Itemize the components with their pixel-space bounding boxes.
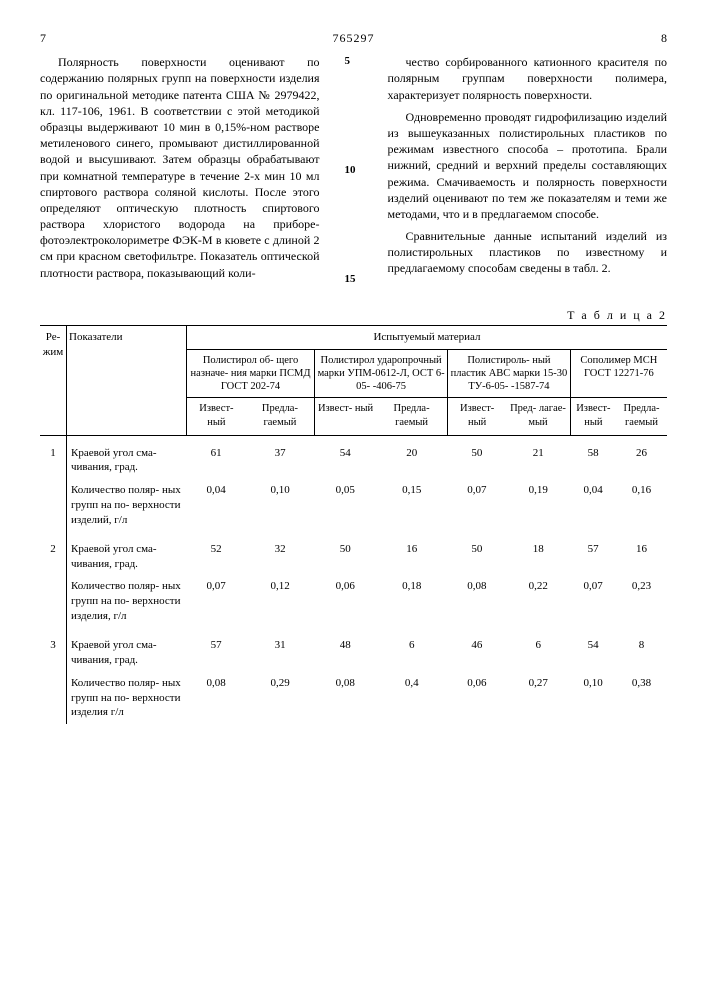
- cell-value: 0,15: [376, 479, 448, 532]
- cell-value: 31: [246, 628, 315, 672]
- cell-value: 0,27: [506, 672, 570, 725]
- table-row: Количество поляр- ных групп на по- верхн…: [40, 575, 667, 628]
- table-row: 3Краевой угол сма- чивания, град.5731486…: [40, 628, 667, 672]
- table-caption: Т а б л и ц а 2: [40, 307, 667, 323]
- body-columns: Полярность поверхности оценивают по соде…: [40, 54, 667, 287]
- table-row: Количество поляр- ных групп на по- верхн…: [40, 672, 667, 725]
- left-column: Полярность поверхности оценивают по соде…: [40, 54, 320, 287]
- sub-4: Предла- гаемый: [376, 398, 448, 435]
- table-row: 2Краевой угол сма- чивания, град.5232501…: [40, 532, 667, 576]
- cell-value: 50: [448, 532, 507, 576]
- cell-rezhim: 1: [40, 435, 67, 479]
- cell-value: 0,18: [376, 575, 448, 628]
- cell-indicator: Количество поляр- ных групп на по- верхн…: [67, 672, 187, 725]
- cell-value: 0,4: [376, 672, 448, 725]
- cell-value: 0,07: [187, 575, 246, 628]
- cell-value: 21: [506, 435, 570, 479]
- page-header: 7 765297 8: [40, 30, 667, 46]
- cell-value: 0,29: [246, 672, 315, 725]
- header-material-group: Испытуемый материал: [187, 326, 668, 350]
- cell-value: 0,19: [506, 479, 570, 532]
- table-row: Количество поляр- ных групп на по- верхн…: [40, 479, 667, 532]
- cell-value: 0,22: [506, 575, 570, 628]
- cell-value: 58: [570, 435, 616, 479]
- line-marker-15: 15: [345, 272, 363, 287]
- cell-value: 6: [376, 628, 448, 672]
- cell-value: 0,07: [448, 479, 507, 532]
- document-number: 765297: [80, 30, 627, 46]
- cell-value: 0,12: [246, 575, 315, 628]
- header-rezhim: Ре- жим: [40, 326, 67, 436]
- sub-2: Предла- гаемый: [246, 398, 315, 435]
- page-number-right: 8: [627, 30, 667, 46]
- sub-3: Извест- ный: [315, 398, 376, 435]
- cell-value: 16: [616, 532, 667, 576]
- cell-value: 0,05: [315, 479, 376, 532]
- page-number-left: 7: [40, 30, 80, 46]
- sub-8: Предла- гаемый: [616, 398, 667, 435]
- cell-value: 0,04: [187, 479, 246, 532]
- cell-value: 52: [187, 532, 246, 576]
- cell-value: 50: [315, 532, 376, 576]
- table-row: 1Краевой угол сма- чивания, град.6137542…: [40, 435, 667, 479]
- cell-value: 50: [448, 435, 507, 479]
- cell-value: 6: [506, 628, 570, 672]
- cell-value: 0,08: [315, 672, 376, 725]
- sub-1: Извест- ный: [187, 398, 246, 435]
- cell-value: 16: [376, 532, 448, 576]
- material-1: Полистирол об- щего назначе- ния марки П…: [187, 349, 315, 397]
- cell-value: 46: [448, 628, 507, 672]
- line-number-gutter: 5 10 15: [345, 54, 363, 287]
- cell-value: 26: [616, 435, 667, 479]
- cell-value: 37: [246, 435, 315, 479]
- material-4: Сополимер МСН ГОСТ 12271-76: [570, 349, 667, 397]
- right-paragraph-2: Одновременно проводят гидрофилизацию изд…: [388, 109, 668, 222]
- right-paragraph-3: Сравнительные данные испытаний изделий и…: [388, 228, 668, 277]
- cell-value: 0,06: [448, 672, 507, 725]
- cell-value: 32: [246, 532, 315, 576]
- cell-value: 0,08: [448, 575, 507, 628]
- cell-indicator: Количество поляр- ных групп на по- верхн…: [67, 479, 187, 532]
- material-3: Полистироль- ный пластик АВС марки 15-30…: [448, 349, 571, 397]
- cell-indicator: Краевой угол сма- чивания, град.: [67, 628, 187, 672]
- cell-rezhim: [40, 672, 67, 725]
- results-table: Ре- жим Показатели Испытуемый материал П…: [40, 325, 667, 724]
- line-marker-10: 10: [345, 163, 363, 178]
- cell-indicator: Краевой угол сма- чивания, град.: [67, 532, 187, 576]
- cell-rezhim: [40, 479, 67, 532]
- cell-value: 57: [570, 532, 616, 576]
- cell-value: 0,10: [246, 479, 315, 532]
- cell-value: 54: [570, 628, 616, 672]
- cell-value: 8: [616, 628, 667, 672]
- cell-rezhim: 3: [40, 628, 67, 672]
- cell-indicator: Краевой угол сма- чивания, град.: [67, 435, 187, 479]
- cell-value: 57: [187, 628, 246, 672]
- cell-value: 0,06: [315, 575, 376, 628]
- cell-rezhim: [40, 575, 67, 628]
- cell-value: 61: [187, 435, 246, 479]
- cell-value: 0,04: [570, 479, 616, 532]
- cell-value: 20: [376, 435, 448, 479]
- sub-7: Извест- ный: [570, 398, 616, 435]
- cell-rezhim: 2: [40, 532, 67, 576]
- right-column: чество сорбированного катионного красите…: [388, 54, 668, 287]
- right-paragraph-1: чество сорбированного катионного красите…: [388, 54, 668, 103]
- left-paragraph-1: Полярность поверхности оценивают по соде…: [40, 54, 320, 281]
- cell-value: 0,38: [616, 672, 667, 725]
- cell-value: 0,08: [187, 672, 246, 725]
- header-pokazateli: Показатели: [67, 326, 187, 436]
- line-marker-5: 5: [345, 54, 363, 69]
- cell-value: 0,10: [570, 672, 616, 725]
- sub-5: Извест- ный: [448, 398, 507, 435]
- cell-value: 18: [506, 532, 570, 576]
- cell-value: 0,23: [616, 575, 667, 628]
- cell-value: 0,16: [616, 479, 667, 532]
- cell-indicator: Количество поляр- ных групп на по- верхн…: [67, 575, 187, 628]
- cell-value: 0,07: [570, 575, 616, 628]
- sub-6: Пред- лагае- мый: [506, 398, 570, 435]
- cell-value: 48: [315, 628, 376, 672]
- material-2: Полистирол ударопрочный марки УПМ-0612-Л…: [315, 349, 448, 397]
- cell-value: 54: [315, 435, 376, 479]
